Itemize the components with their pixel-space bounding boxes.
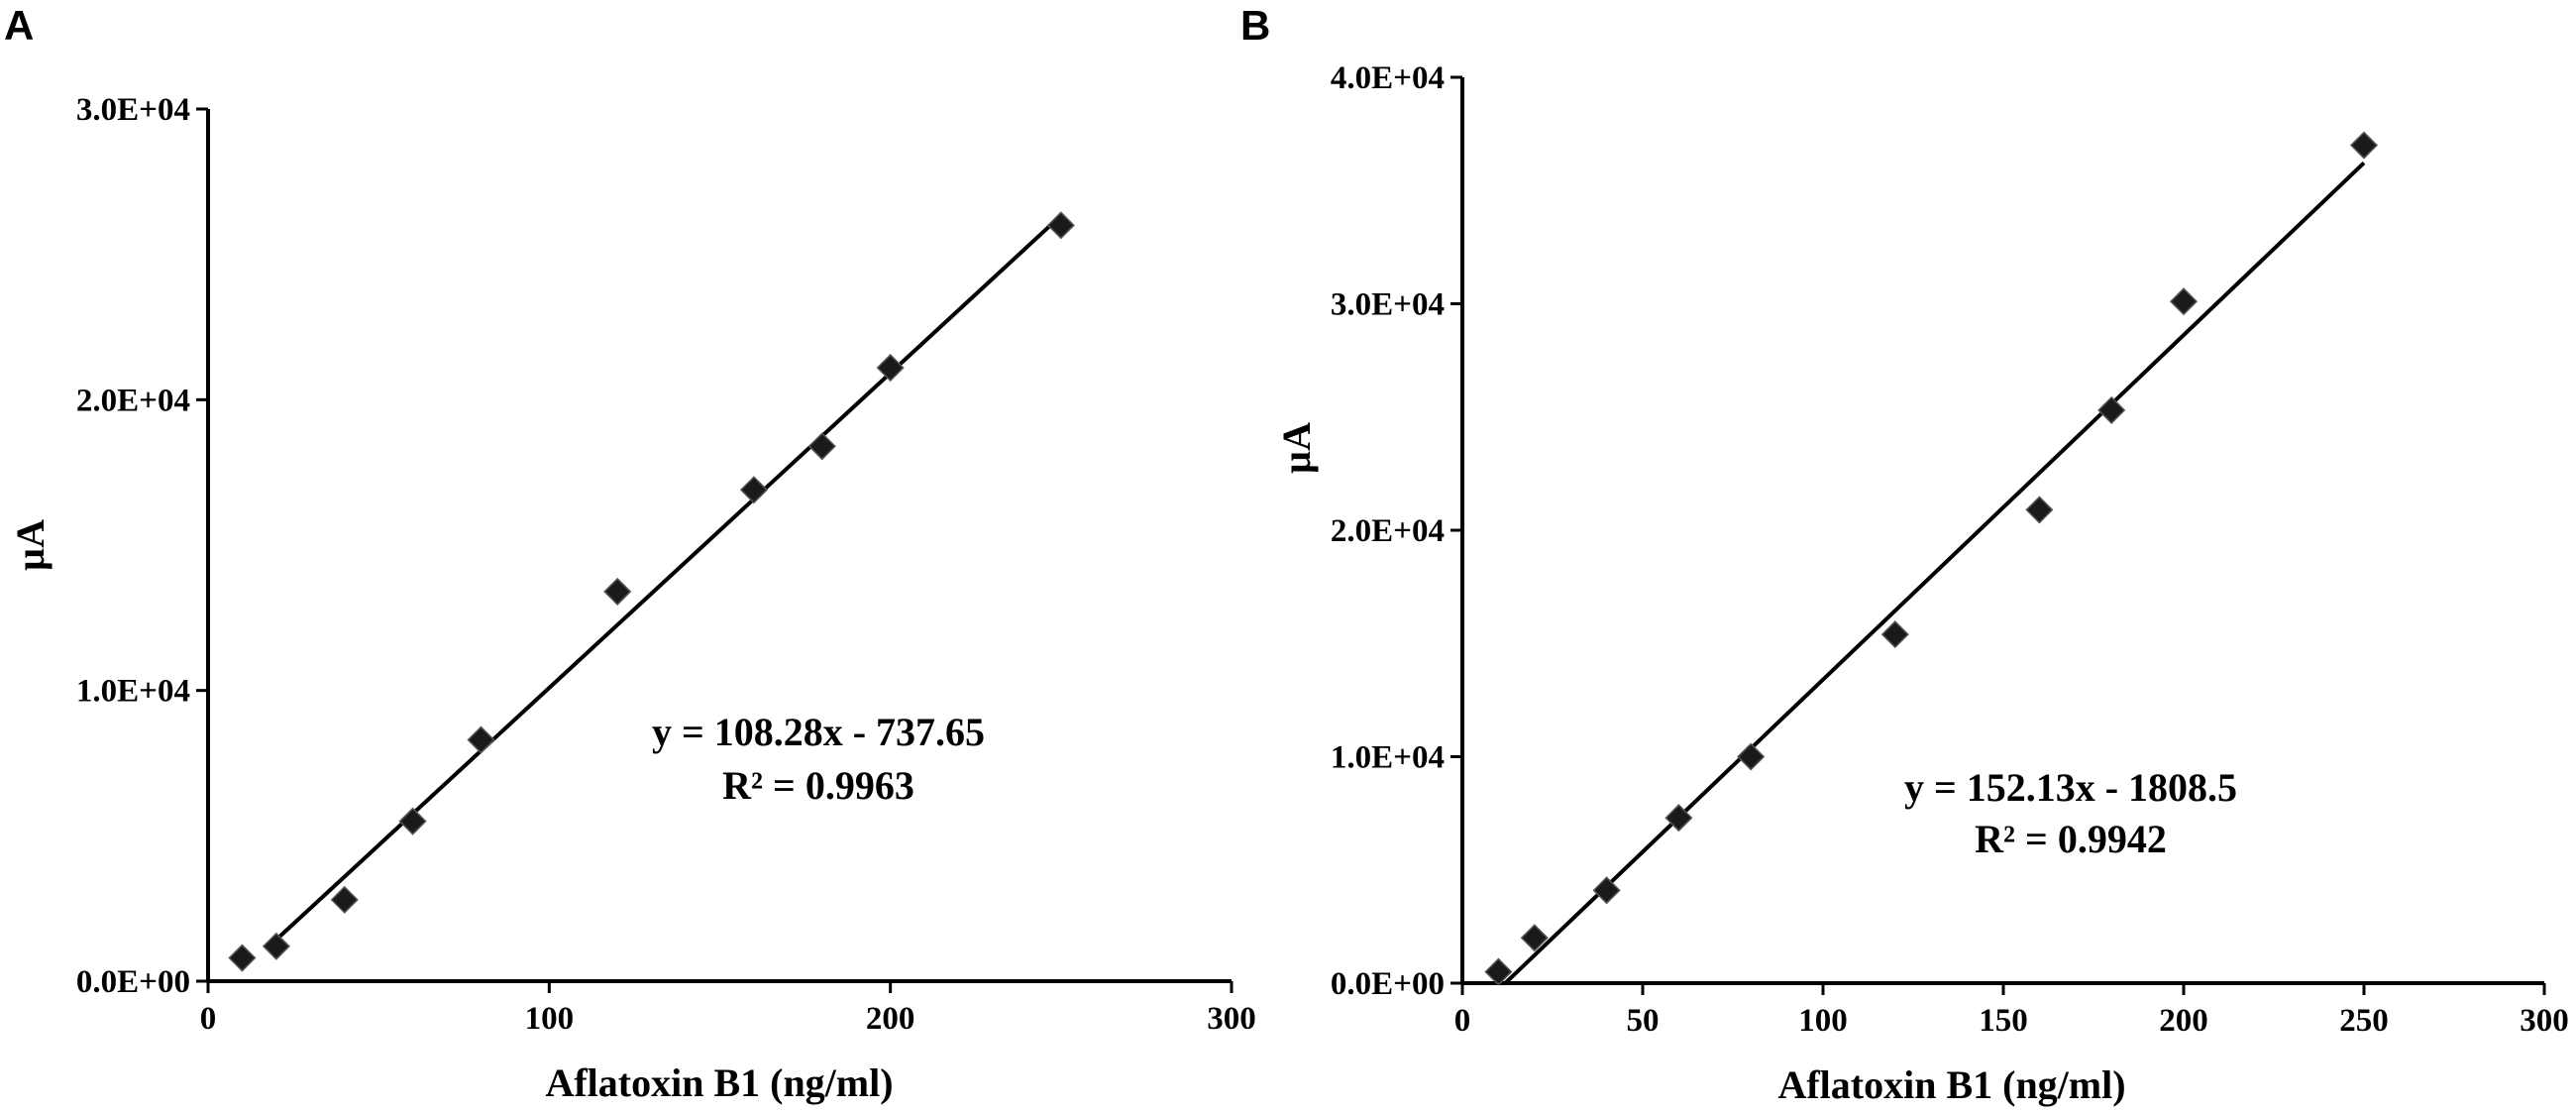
x-axis-title-b: Aflatoxin B1 (ng/ml) bbox=[1777, 1062, 2125, 1107]
x-tick-label: 200 bbox=[2159, 1003, 2208, 1039]
data-point bbox=[262, 932, 290, 960]
regression-equation-b: y = 152.13x - 1808.5 bbox=[1904, 765, 2237, 810]
data-point bbox=[330, 885, 359, 914]
x-tick-label: 50 bbox=[1627, 1003, 1660, 1039]
trendline-b bbox=[1503, 161, 2366, 985]
y-tick-label: 1.0E+04 bbox=[76, 674, 190, 710]
x-tick-label: 100 bbox=[525, 1001, 575, 1037]
r-squared-a: R² = 0.9963 bbox=[722, 763, 914, 808]
data-point bbox=[876, 354, 905, 383]
chart-panel-b: B 0 50 100 150 200 250 300 0.0E+00 1.0E+04 2.0E+0… bbox=[1240, 2, 2569, 1107]
x-tick-label: 150 bbox=[1979, 1003, 2028, 1039]
data-point bbox=[398, 807, 427, 835]
data-point bbox=[1737, 742, 1766, 771]
x-tick-label: 300 bbox=[2520, 1003, 2569, 1039]
y-tick-label: 3.0E+04 bbox=[76, 92, 190, 128]
x-axis-title-a: Aflatoxin B1 (ng/ml) bbox=[545, 1060, 893, 1105]
data-point bbox=[1046, 211, 1075, 240]
x-tick-label: 0 bbox=[1454, 1003, 1471, 1039]
data-point bbox=[2169, 287, 2199, 316]
x-tick-label: 100 bbox=[1798, 1003, 1848, 1039]
x-tick-label: 250 bbox=[2339, 1003, 2389, 1039]
x-tick-label: 0 bbox=[200, 1001, 217, 1037]
data-point bbox=[1520, 924, 1549, 952]
data-point bbox=[2097, 395, 2126, 424]
y-tick-label: 3.0E+04 bbox=[1331, 287, 1445, 323]
plot-area-a: 0 100 200 300 0.0E+00 1.0E+04 2.0E+04 3.0E+04 bbox=[76, 92, 1256, 1037]
data-point bbox=[603, 577, 632, 606]
y-tick-label: 2.0E+04 bbox=[76, 383, 190, 418]
data-point bbox=[228, 944, 257, 972]
panel-label-b: B bbox=[1240, 2, 1270, 49]
x-tick-label: 200 bbox=[866, 1001, 915, 1037]
y-tick-label: 1.0E+04 bbox=[1331, 740, 1445, 776]
y-tick-label: 0.0E+00 bbox=[1331, 966, 1445, 1002]
data-point bbox=[1880, 620, 1909, 649]
data-point bbox=[1664, 804, 1693, 833]
data-point bbox=[1484, 957, 1513, 986]
x-tick-label: 300 bbox=[1207, 1001, 1256, 1037]
y-tick-label: 0.0E+00 bbox=[76, 964, 190, 1000]
r-squared-b: R² = 0.9942 bbox=[1975, 817, 2167, 861]
data-point bbox=[2349, 131, 2379, 160]
y-axis-title-a: µA bbox=[8, 519, 53, 571]
data-point bbox=[807, 432, 836, 461]
panel-label-a: A bbox=[4, 2, 34, 49]
data-point bbox=[467, 725, 495, 754]
plot-area-b: 0 50 100 150 200 250 300 0.0E+00 1.0E+04 2.0E+04 3… bbox=[1331, 60, 2569, 1039]
data-point bbox=[2025, 496, 2054, 524]
y-axis-title-b: µA bbox=[1274, 422, 1319, 474]
chart-panel-a: A 0 100 200 300 0.0E+00 1.0E+04 2.0E+04 3.0E+04… bbox=[4, 2, 1256, 1105]
y-tick-label: 2.0E+04 bbox=[1331, 513, 1445, 549]
y-tick-label: 4.0E+04 bbox=[1331, 60, 1445, 96]
regression-equation-a: y = 108.28x - 737.65 bbox=[652, 710, 985, 754]
data-point bbox=[1592, 876, 1621, 905]
trendline-a bbox=[265, 214, 1063, 951]
data-point bbox=[739, 476, 768, 504]
